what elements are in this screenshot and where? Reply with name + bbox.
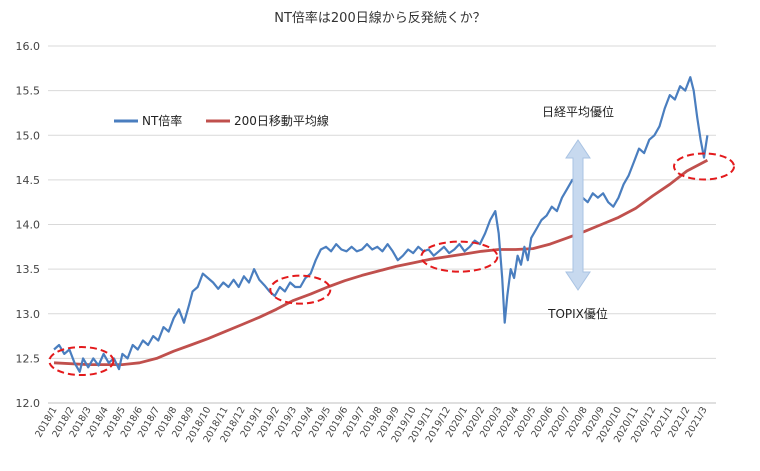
y-tick-label: 14.0 xyxy=(16,219,41,232)
annotation-topix-dominant: TOPIX優位 xyxy=(547,306,608,321)
y-tick-labels: 12.0 12.5 13.0 13.5 14.0 14.5 15.0 15.5 16.0 xyxy=(16,40,41,410)
series-nt-ratio-line xyxy=(53,76,709,373)
y-tick-label: 16.0 xyxy=(16,40,41,53)
highlight-ellipse xyxy=(420,240,499,273)
legend-label: 200日移動平均線 xyxy=(234,113,329,128)
series-ma200-line xyxy=(53,158,709,367)
y-tick-label: 12.0 xyxy=(16,397,41,410)
highlight-ellipse xyxy=(673,152,735,181)
y-tick-label: 13.5 xyxy=(16,263,41,276)
highlight-ellipse xyxy=(48,346,115,377)
y-tick-label: 12.5 xyxy=(16,352,41,365)
annotations: 日経平均優位 TOPIX優位 xyxy=(542,104,614,321)
chart-title: NT倍率は200日線から反発続くか？ xyxy=(274,10,485,26)
y-gridlines xyxy=(48,45,716,404)
y-tick-label: 15.0 xyxy=(16,129,41,142)
annotation-nikkei-dominant: 日経平均優位 xyxy=(542,104,614,119)
series-lines xyxy=(53,76,709,373)
legend-label: NT倍率 xyxy=(142,113,182,128)
y-tick-label: 14.5 xyxy=(16,174,41,187)
x-tick-labels: 2018/12018/22018/32018/42018/52018/62018… xyxy=(33,405,709,445)
y-tick-label: 13.0 xyxy=(16,308,41,321)
double-arrow xyxy=(565,139,591,291)
highlight-ellipse xyxy=(269,274,332,305)
legend: NT倍率 200日移動平均線 xyxy=(114,113,329,128)
y-tick-label: 15.5 xyxy=(16,85,41,98)
highlight-ellipses xyxy=(48,152,735,377)
